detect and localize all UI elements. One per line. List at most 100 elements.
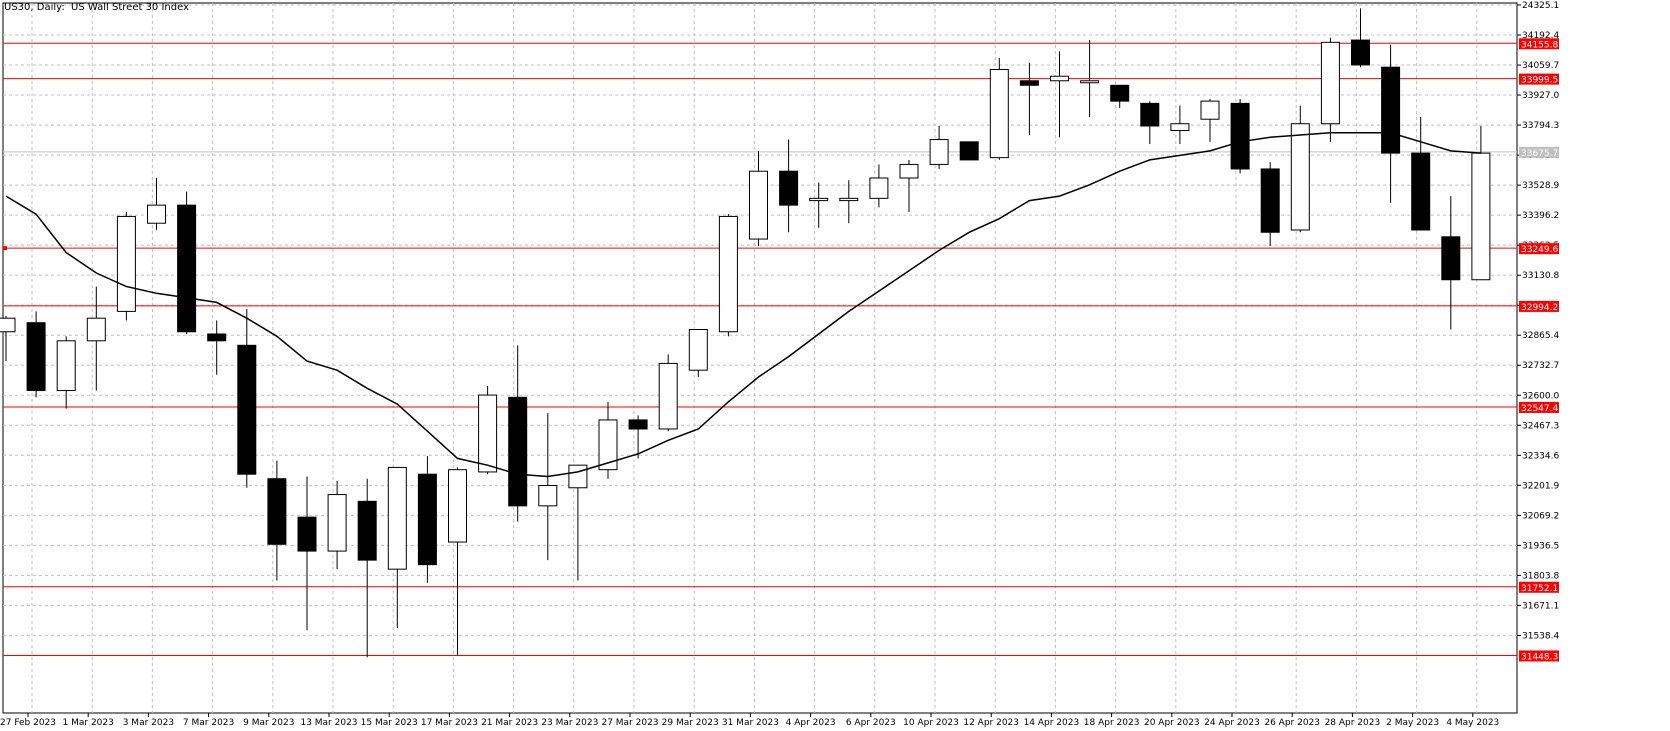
x-tick-label: 27 Mar 2023 [601, 718, 658, 728]
candle [1200, 98, 1220, 142]
bull-candle-body [1200, 100, 1220, 120]
x-tick-label: 14 Apr 2023 [1024, 718, 1080, 728]
bear-candle-body [357, 500, 377, 561]
bull-candle-body [839, 197, 859, 202]
x-tick-label: 31 Mar 2023 [722, 718, 779, 728]
candle [959, 141, 979, 161]
x-tick-label: 9 Mar 2023 [243, 718, 294, 728]
candle [899, 159, 919, 212]
candle [26, 311, 46, 398]
bear-candle-body [1351, 39, 1370, 66]
bull-candle-body [718, 215, 738, 333]
bear-candle-body [508, 396, 528, 507]
candle [297, 476, 317, 631]
candle [478, 386, 498, 475]
candle [749, 150, 768, 246]
bull-candle-body [809, 197, 829, 202]
candle [508, 345, 528, 522]
bull-candle-body [1170, 123, 1190, 132]
x-tick-label: 2 May 2023 [1386, 718, 1439, 728]
candle [1170, 105, 1190, 145]
level-price-label: 33999.5 [1521, 76, 1558, 86]
bull-candle-body [56, 340, 76, 392]
candle [387, 466, 407, 628]
bull-candle-body [899, 163, 919, 179]
y-axis: 24325.134192.434059.733927.033794.333661… [1517, 1, 1559, 641]
candle [1230, 98, 1250, 174]
chart-title: US30, Daily: US Wall Street 30 Index [4, 2, 190, 13]
candle [658, 354, 678, 432]
bull-candle-body [1471, 152, 1491, 281]
candle [1411, 116, 1431, 231]
candle [1019, 62, 1039, 136]
y-tick-label: 32334.6 [1522, 451, 1559, 461]
candle [1260, 162, 1280, 246]
price-tags: 34155.8 33999.5 33249.6 32994.2 32547.4 31752… [1519, 38, 1559, 662]
bull-candle-body [0, 317, 16, 333]
candle [718, 214, 738, 337]
x-tick-label: 1 Mar 2023 [63, 718, 114, 728]
x-tick-label: 10 Apr 2023 [903, 718, 959, 728]
x-tick-label: 7 Mar 2023 [183, 718, 234, 728]
bear-candle-body [177, 204, 197, 333]
x-tick-label: 6 Apr 2023 [846, 718, 896, 728]
level-price-label: 32994.2 [1521, 303, 1558, 313]
bear-candle-body [1441, 236, 1461, 281]
x-tick-label: 26 Apr 2023 [1264, 718, 1320, 728]
y-tick-label: 31803.8 [1522, 571, 1559, 581]
level-price-tag [1519, 243, 1559, 255]
x-tick-label: 4 May 2023 [1446, 718, 1499, 728]
candle [929, 125, 949, 169]
candle [1080, 40, 1100, 117]
x-tick-label: 3 Mar 2023 [123, 718, 174, 728]
candle [1351, 8, 1370, 68]
candle [1441, 196, 1461, 330]
candle [357, 478, 377, 658]
x-tick-label: 17 Mar 2023 [421, 718, 478, 728]
x-tick-label: 27 Feb 2023 [0, 718, 56, 728]
candle [1050, 51, 1069, 138]
bull-candle-body [327, 494, 347, 552]
moving-average-line [5, 132, 1481, 478]
bull-candle-body [1050, 75, 1069, 82]
level-price-tag [1519, 581, 1559, 593]
bear-candle-body [237, 344, 257, 475]
bear-candle-body [779, 170, 799, 206]
bear-candle-body [1381, 66, 1401, 154]
y-tick-label: 33528.9 [1522, 181, 1559, 191]
bull-candle-body [658, 362, 678, 430]
bull-candle-body [1320, 41, 1340, 125]
last-price-label: 33675.7 [1521, 149, 1558, 159]
level-price-tag [1519, 650, 1559, 662]
bear-candle-body [207, 333, 227, 342]
bull-candle-body [989, 68, 1009, 159]
candle [1290, 105, 1310, 233]
candle [628, 415, 648, 459]
bull-candle-body [86, 317, 106, 342]
y-tick-label: 32865.4 [1522, 331, 1559, 341]
bull-candle-body [749, 170, 768, 240]
bull-candle-body [147, 204, 166, 224]
x-tick-label: 20 Apr 2023 [1144, 718, 1200, 728]
plot-area [2, 2, 1518, 714]
bull-candle-body [448, 469, 467, 543]
candle [147, 177, 166, 231]
bear-candle-body [297, 516, 317, 552]
y-tick-label: 32467.3 [1522, 421, 1559, 431]
y-tick-label: 31936.5 [1522, 541, 1559, 551]
x-tick-label: 4 Apr 2023 [786, 718, 836, 728]
bear-candle-body [1260, 168, 1280, 233]
level-price-label: 34155.8 [1521, 40, 1558, 50]
bull-candle-body [1290, 123, 1310, 231]
bull-candle-body [387, 466, 407, 570]
level-price-tag [1519, 300, 1559, 312]
last-price-tag [1519, 146, 1559, 158]
y-tick-label: 33130.8 [1522, 271, 1559, 281]
candle [1381, 44, 1401, 203]
candle [327, 480, 347, 570]
bull-candle-body [538, 485, 558, 507]
bull-candle-body [568, 464, 588, 489]
y-tick-label: 33927.0 [1522, 91, 1559, 101]
